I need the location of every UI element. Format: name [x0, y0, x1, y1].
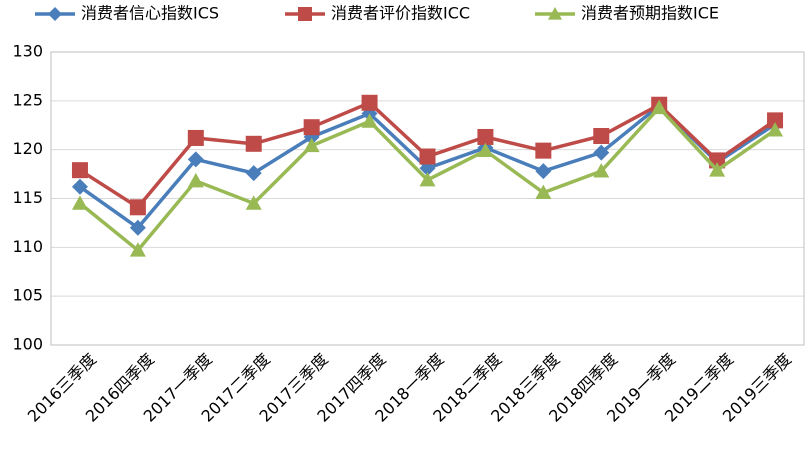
legend-label: 消费者预期指数ICE: [581, 4, 719, 23]
point-marker: [48, 7, 62, 21]
point-marker: [593, 144, 610, 161]
y-tick-label: 110: [12, 237, 43, 256]
point-marker: [71, 162, 88, 179]
point-marker: [535, 184, 552, 200]
point-marker: [187, 151, 204, 168]
point-marker: [303, 119, 320, 136]
y-tick-label: 120: [12, 139, 43, 158]
point-marker: [71, 195, 88, 210]
point-marker: [593, 127, 610, 144]
point-marker: [593, 163, 610, 178]
point-marker: [303, 137, 320, 153]
point-marker: [767, 122, 784, 137]
point-marker: [767, 112, 784, 129]
point-marker: [187, 129, 204, 146]
point-marker: [245, 165, 262, 182]
plot-border: [50, 51, 805, 346]
point-marker: [477, 142, 494, 158]
point-marker: [535, 163, 552, 180]
legend-label: 消费者评价指数ICC: [331, 4, 470, 23]
y-tick-label: 105: [12, 286, 43, 305]
point-marker: [129, 219, 146, 236]
point-marker: [187, 172, 204, 188]
point-marker: [419, 171, 436, 187]
y-tick-label: 130: [12, 42, 43, 61]
point-marker: [298, 7, 312, 21]
point-marker: [419, 148, 436, 165]
y-tick-label: 125: [12, 90, 43, 109]
point-marker: [477, 128, 494, 145]
point-marker: [245, 135, 262, 152]
point-marker: [709, 162, 726, 177]
point-marker: [361, 94, 378, 111]
point-marker: [245, 195, 262, 210]
y-tick-label: 115: [12, 188, 43, 207]
point-marker: [535, 142, 552, 159]
point-marker: [71, 178, 88, 195]
point-marker: [129, 242, 146, 257]
legend-label: 消费者信心指数ICS: [81, 4, 219, 23]
point-marker: [361, 113, 378, 128]
point-marker: [548, 7, 562, 20]
y-tick-label: 100: [12, 335, 43, 354]
point-marker: [651, 99, 668, 115]
point-marker: [129, 199, 146, 216]
